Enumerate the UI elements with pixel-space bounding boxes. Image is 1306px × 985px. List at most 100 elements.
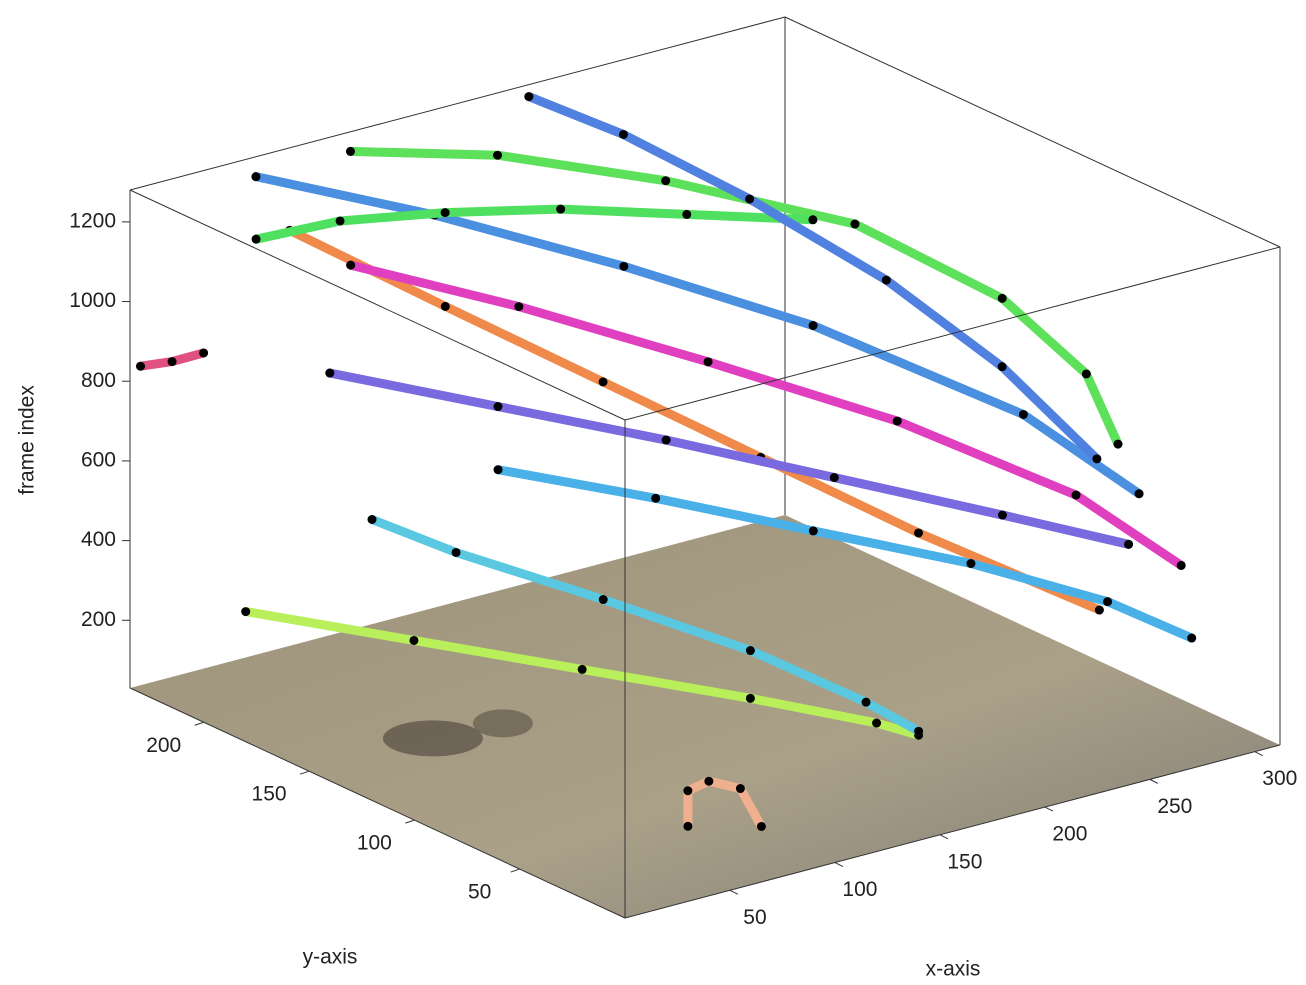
point [1072,491,1081,500]
point [514,302,523,311]
x-tick [1255,752,1263,756]
point [1124,540,1133,549]
point [998,362,1007,371]
point-dot [452,548,461,557]
point-dot [1113,440,1122,449]
z-tick-label: 1000 [69,289,116,312]
point-dot [872,719,881,728]
point [661,176,670,185]
point-dot [556,205,565,214]
point-dot [168,357,177,366]
z-tick-label: 600 [81,448,116,471]
x-axis-label: x-axis [926,958,981,981]
point-dot [966,559,975,568]
z-tick-label: 1200 [69,209,116,232]
point-dot [661,176,670,185]
point [998,511,1007,520]
point [199,348,208,357]
point [830,473,839,482]
point-dot [1082,369,1091,378]
point [809,321,818,330]
point [441,302,450,311]
point [346,147,355,156]
point-dot [346,261,355,270]
point [251,172,260,181]
point-dot [682,210,691,219]
chart: y-axis x-axis frame index 50100150200250… [0,0,1306,985]
z-tick-label: 200 [81,608,116,631]
point [136,362,145,371]
point [809,526,818,535]
point [850,220,859,229]
point-dot [1124,540,1133,549]
point-dot [745,195,754,204]
y-axis-label: y-axis [303,946,358,969]
point [1177,561,1186,570]
point-dot [809,526,818,535]
point-dot [683,822,692,831]
x-tick [1150,779,1158,783]
x-tick [835,863,843,867]
z-tick-label: 800 [81,369,116,392]
y-tick-label: 100 [357,832,392,855]
point-dot [862,698,871,707]
floor-stain [383,720,483,756]
y-tick [195,722,204,725]
point [862,698,871,707]
point [914,727,923,736]
point-dot [441,208,450,217]
point [452,548,461,557]
point [872,719,881,728]
point-dot [882,276,891,285]
point-dot [746,646,755,655]
point [757,822,766,831]
point-dot [409,636,418,645]
point-dot [757,822,766,831]
point [998,294,1007,303]
point-dot [914,528,923,537]
point [1019,410,1028,419]
point-dot [893,417,902,426]
point-dot [524,92,533,101]
x-tick-label: 300 [1262,767,1297,790]
point-dot [241,607,250,616]
x-tick-label: 150 [947,850,982,873]
point [651,494,660,503]
point-dot [1187,634,1196,643]
point-dot [746,694,755,703]
point [524,92,533,101]
point-dot [662,436,671,445]
x-tick [940,835,948,839]
point-dot [998,511,1007,520]
point [704,357,713,366]
point-dot [199,348,208,357]
point [683,822,692,831]
point-dot [998,362,1007,371]
point-dot [683,786,692,795]
y-tick-label: 150 [252,783,287,806]
y-tick [511,869,520,872]
point-dot [704,777,713,786]
trajectory [330,373,1129,544]
point [599,595,608,604]
x-tick-label: 100 [842,878,877,901]
y-tick [300,771,309,774]
point-dot [514,302,523,311]
point [662,436,671,445]
point [494,465,503,474]
point [493,402,502,411]
point-dot [830,473,839,482]
point [682,210,691,219]
point [882,276,891,285]
floor-stain [473,709,533,737]
x-tick-label: 50 [743,906,766,929]
y-tick [405,820,414,823]
point [409,636,418,645]
point-dot [736,784,745,793]
point-dot [619,130,628,139]
point-dot [346,147,355,156]
point-dot [850,220,859,229]
z-axis-label: frame index [16,385,39,495]
point [966,559,975,568]
point-dot [651,494,660,503]
